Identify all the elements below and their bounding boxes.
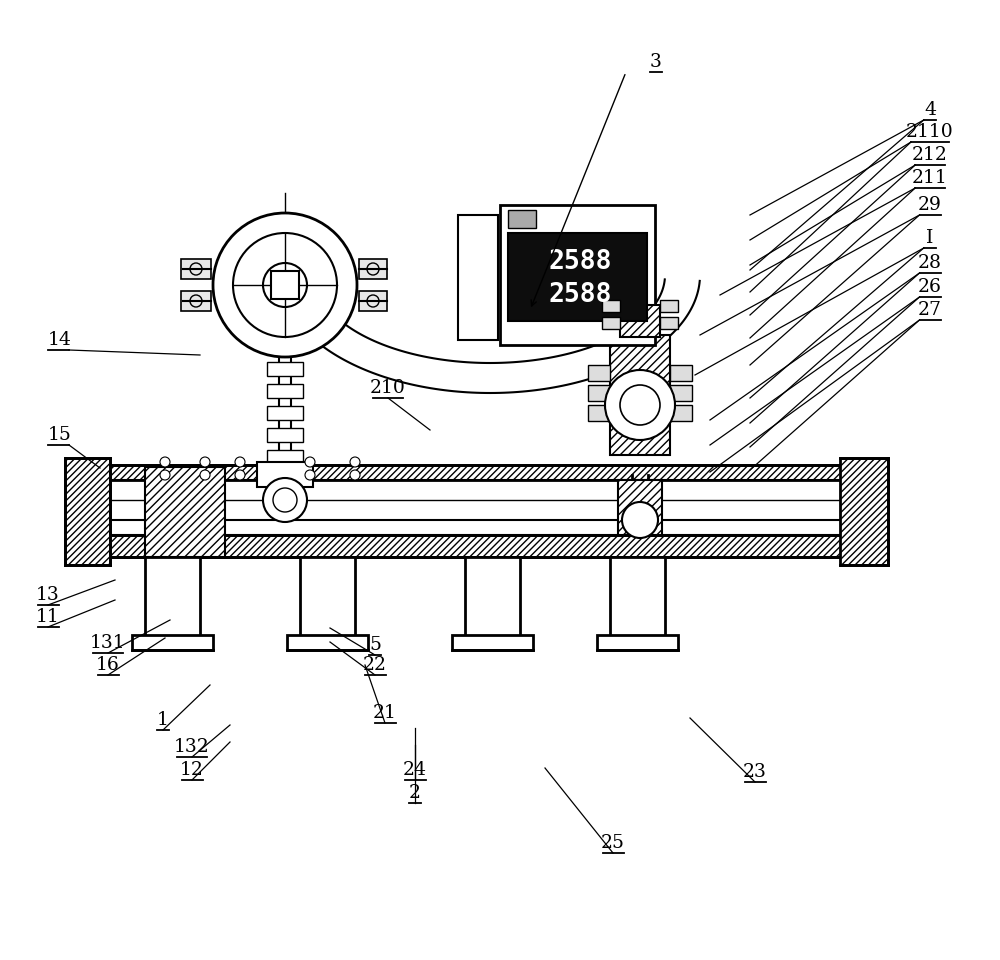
Bar bbox=[597, 635, 678, 650]
Text: 5: 5 bbox=[369, 636, 381, 654]
Text: 21: 21 bbox=[373, 704, 397, 722]
Bar bbox=[359, 259, 387, 279]
Circle shape bbox=[200, 470, 210, 480]
Circle shape bbox=[367, 295, 379, 307]
Text: 28: 28 bbox=[918, 254, 942, 272]
Bar bbox=[588, 365, 610, 381]
Text: 212: 212 bbox=[912, 146, 948, 164]
Bar bbox=[267, 362, 303, 376]
Circle shape bbox=[235, 457, 245, 467]
Text: 2110: 2110 bbox=[906, 123, 954, 141]
Text: I: I bbox=[926, 229, 934, 247]
Bar bbox=[145, 557, 200, 642]
Bar bbox=[618, 480, 662, 535]
Text: 1: 1 bbox=[157, 711, 169, 729]
Bar bbox=[508, 233, 647, 321]
Text: 2588: 2588 bbox=[549, 249, 612, 275]
Circle shape bbox=[263, 478, 307, 522]
Circle shape bbox=[190, 263, 202, 275]
Bar bbox=[267, 450, 303, 464]
Text: 16: 16 bbox=[96, 656, 120, 674]
Bar bbox=[257, 462, 313, 487]
Bar bbox=[267, 384, 303, 398]
Bar bbox=[620, 305, 660, 337]
Bar bbox=[840, 458, 888, 565]
Circle shape bbox=[350, 470, 360, 480]
Bar bbox=[588, 405, 610, 421]
Circle shape bbox=[622, 502, 658, 538]
Bar bbox=[132, 635, 213, 650]
Bar bbox=[660, 317, 678, 329]
Bar bbox=[300, 557, 355, 642]
Bar bbox=[65, 458, 110, 565]
Circle shape bbox=[305, 470, 315, 480]
Circle shape bbox=[273, 488, 297, 512]
Circle shape bbox=[235, 470, 245, 480]
Circle shape bbox=[160, 457, 170, 467]
Bar bbox=[181, 291, 211, 311]
Circle shape bbox=[367, 263, 379, 275]
Text: 24: 24 bbox=[403, 761, 427, 779]
Bar bbox=[287, 635, 368, 650]
Text: 4: 4 bbox=[924, 101, 936, 119]
Text: 26: 26 bbox=[918, 278, 942, 296]
Bar bbox=[610, 557, 665, 642]
Text: 23: 23 bbox=[743, 763, 767, 781]
Bar bbox=[602, 300, 620, 312]
Text: 2588: 2588 bbox=[549, 281, 612, 307]
Text: 29: 29 bbox=[918, 196, 942, 214]
Circle shape bbox=[213, 213, 357, 357]
Bar bbox=[452, 635, 533, 650]
Circle shape bbox=[263, 263, 307, 307]
Bar bbox=[181, 259, 211, 279]
Bar bbox=[95, 535, 845, 557]
Bar bbox=[508, 210, 536, 228]
Circle shape bbox=[190, 295, 202, 307]
Bar bbox=[95, 465, 845, 480]
Text: 27: 27 bbox=[918, 301, 942, 319]
Circle shape bbox=[200, 457, 210, 467]
Bar bbox=[602, 317, 620, 329]
Bar bbox=[660, 300, 678, 312]
Bar bbox=[670, 405, 692, 421]
Bar bbox=[267, 406, 303, 420]
Bar bbox=[359, 291, 387, 311]
Text: 2: 2 bbox=[409, 784, 421, 802]
Text: 211: 211 bbox=[912, 169, 948, 187]
Text: 11: 11 bbox=[36, 608, 60, 626]
Text: 210: 210 bbox=[370, 379, 406, 397]
Bar bbox=[465, 557, 520, 642]
Text: 131: 131 bbox=[90, 634, 126, 652]
Bar bbox=[500, 205, 655, 345]
Text: 12: 12 bbox=[180, 761, 204, 779]
Bar bbox=[279, 357, 291, 480]
Bar bbox=[458, 215, 498, 340]
Bar bbox=[670, 385, 692, 401]
Circle shape bbox=[350, 457, 360, 467]
Circle shape bbox=[305, 457, 315, 467]
Circle shape bbox=[605, 370, 675, 440]
Text: 3: 3 bbox=[650, 53, 662, 71]
Bar bbox=[588, 385, 610, 401]
Circle shape bbox=[620, 385, 660, 425]
Bar bbox=[267, 428, 303, 442]
Text: 14: 14 bbox=[48, 331, 72, 349]
Bar bbox=[610, 335, 670, 455]
Text: 15: 15 bbox=[48, 426, 72, 444]
Circle shape bbox=[160, 470, 170, 480]
Bar bbox=[670, 365, 692, 381]
Text: 13: 13 bbox=[36, 586, 60, 604]
Bar bbox=[271, 271, 299, 299]
Text: 22: 22 bbox=[363, 656, 387, 674]
Text: 25: 25 bbox=[601, 834, 625, 852]
Bar bbox=[145, 467, 225, 557]
Circle shape bbox=[233, 233, 337, 337]
Text: 132: 132 bbox=[174, 738, 210, 756]
